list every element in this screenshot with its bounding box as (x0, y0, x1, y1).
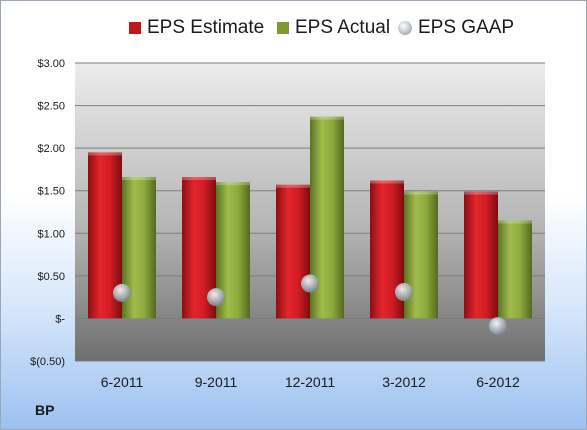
bar-top-highlight (276, 184, 310, 188)
gaap-marker (395, 283, 413, 302)
bar-top-highlight (182, 177, 216, 181)
legend-swatch-estimate (129, 22, 141, 34)
x-axis-ticks: 6-2011 9-2011 12-2011 3-2012 6-2012 (101, 374, 520, 390)
y-tick-label: $0.50 (37, 271, 65, 283)
y-tick-label: $2.50 (37, 101, 65, 113)
bar-eps-estimate (276, 184, 310, 319)
x-tick-label: 6-2011 (101, 374, 144, 390)
legend-label-actual: EPS Actual (295, 17, 391, 38)
bar-top-highlight (216, 182, 250, 186)
y-tick-label: $1.50 (37, 186, 65, 198)
gaap-marker (207, 288, 225, 307)
x-tick-label: 3-2012 (382, 374, 426, 390)
x-tick-label: 12-2011 (285, 374, 336, 390)
x-tick-label: 6-2012 (476, 374, 520, 390)
y-tick-label: $(0.50) (30, 356, 65, 368)
gaap-marker (113, 283, 131, 302)
bar-top-highlight (122, 177, 156, 181)
gaap-marker (301, 274, 319, 293)
y-tick-label: $- (55, 313, 65, 325)
legend-item-gaap: EPS GAAP (398, 17, 514, 39)
gaap-marker (489, 317, 507, 336)
bar-top-highlight (404, 191, 438, 195)
bar-eps-actual (498, 220, 532, 319)
bar-top-highlight (310, 116, 344, 120)
legend-swatch-gaap (398, 21, 412, 35)
legend-item-estimate: EPS Estimate (129, 17, 264, 39)
bar-top-highlight (498, 220, 532, 224)
company-label: BP (35, 402, 55, 418)
y-tick-label: $1.00 (37, 228, 65, 240)
y-tick-label: $3.00 (37, 58, 65, 70)
y-axis-ticks: $(0.50) $- $0.50 $1.00 $1.50 $2.00 $2.50 $3.00 (30, 58, 65, 368)
bar-top-highlight (370, 180, 404, 184)
legend-item-actual: EPS Actual (277, 17, 390, 39)
legend: EPS Estimate EPS Actual EPS GAAP (1, 17, 586, 43)
legend-label-gaap: EPS GAAP (418, 17, 515, 38)
gaap-markers (113, 274, 507, 336)
legend-swatch-actual (277, 22, 289, 34)
legend-label-estimate: EPS Estimate (147, 17, 265, 38)
bar-top-highlight (88, 152, 122, 156)
bar-top-highlight (464, 191, 498, 195)
x-tick-label: 9-2011 (195, 374, 238, 390)
y-tick-label: $2.00 (37, 143, 65, 155)
bar-eps-estimate (464, 191, 498, 319)
